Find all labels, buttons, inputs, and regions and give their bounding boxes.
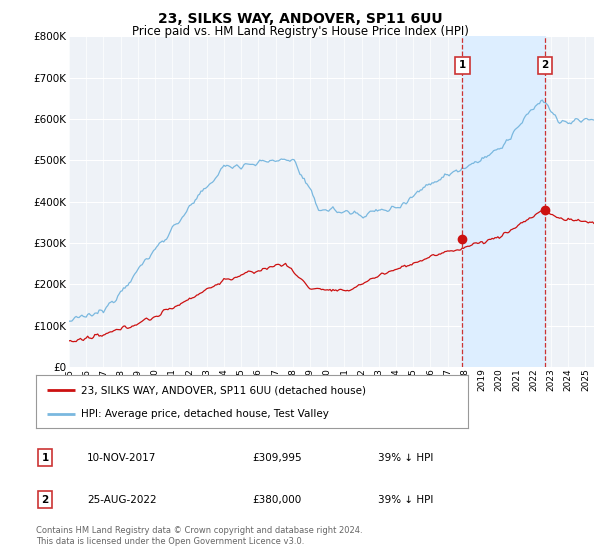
Text: Contains HM Land Registry data © Crown copyright and database right 2024.
This d: Contains HM Land Registry data © Crown c…	[36, 526, 362, 546]
Text: £380,000: £380,000	[252, 495, 301, 505]
Bar	[463, 36, 545, 367]
Text: 39% ↓ HPI: 39% ↓ HPI	[378, 495, 433, 505]
Text: Price paid vs. HM Land Registry's House Price Index (HPI): Price paid vs. HM Land Registry's House …	[131, 25, 469, 38]
Text: 23, SILKS WAY, ANDOVER, SP11 6UU: 23, SILKS WAY, ANDOVER, SP11 6UU	[158, 12, 442, 26]
Text: 2: 2	[41, 495, 49, 505]
Text: 23, SILKS WAY, ANDOVER, SP11 6UU (detached house): 23, SILKS WAY, ANDOVER, SP11 6UU (detach…	[82, 385, 367, 395]
Text: 2: 2	[541, 60, 548, 71]
Text: 25-AUG-2022: 25-AUG-2022	[87, 495, 157, 505]
Text: 10-NOV-2017: 10-NOV-2017	[87, 453, 157, 463]
Text: 39% ↓ HPI: 39% ↓ HPI	[378, 453, 433, 463]
Text: HPI: Average price, detached house, Test Valley: HPI: Average price, detached house, Test…	[82, 408, 329, 418]
Text: 1: 1	[459, 60, 466, 71]
Text: £309,995: £309,995	[252, 453, 302, 463]
Text: 1: 1	[41, 453, 49, 463]
